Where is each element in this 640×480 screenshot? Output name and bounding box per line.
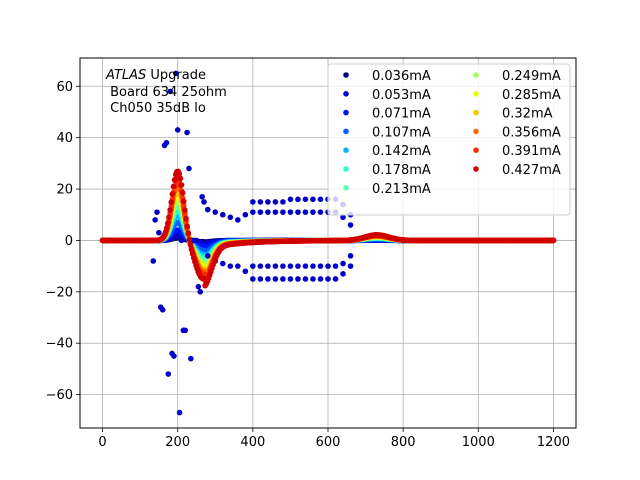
data-points [99, 70, 557, 416]
data-point [180, 202, 187, 209]
